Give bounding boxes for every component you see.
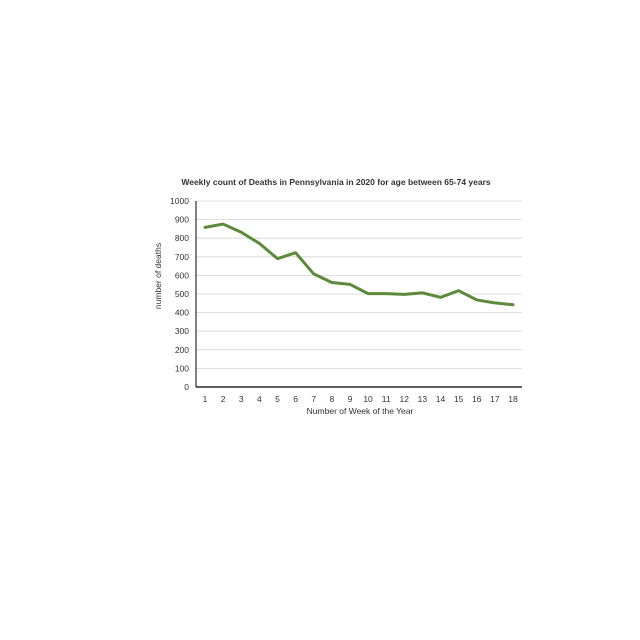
y-tick-label: 200 (175, 345, 189, 355)
y-tick-label: 300 (175, 326, 189, 336)
x-axis-title: Number of Week of the Year (307, 406, 414, 416)
x-tick-label: 17 (490, 394, 500, 404)
x-tick-labels: 1 2 3 4 5 6 7 8 9 10 11 12 13 14 15 16 17 18 (203, 394, 518, 404)
y-tick-label: 100 (175, 363, 189, 373)
y-tick-label: 0 (184, 382, 189, 392)
x-tick-label: 11 (382, 394, 391, 404)
y-tick-label: 800 (175, 233, 189, 243)
x-tick-label: 16 (472, 394, 482, 404)
y-tick-label: 900 (175, 215, 189, 225)
x-tick-label: 6 (293, 394, 298, 404)
x-tick-label: 12 (400, 394, 410, 404)
y-tick-label: 400 (175, 308, 189, 318)
x-tick-label: 10 (363, 394, 373, 404)
x-tick-label: 3 (239, 394, 244, 404)
x-tick-label: 5 (275, 394, 280, 404)
gridlines (196, 200, 522, 369)
chart-title: Weekly count of Deaths in Pennsylvania i… (181, 177, 491, 187)
x-tick-label: 1 (203, 394, 208, 404)
x-tick-label: 9 (348, 394, 353, 404)
x-tick-label: 4 (257, 394, 262, 404)
x-tick-label: 8 (329, 394, 334, 404)
series (203, 222, 515, 307)
x-tick-label: 18 (508, 394, 518, 404)
y-tick-label: 700 (175, 252, 189, 262)
x-tick-label: 13 (418, 394, 428, 404)
x-tick-label: 2 (221, 394, 226, 404)
y-tick-labels: 0 100 200 300 400 500 600 700 800 900 1000 (170, 196, 189, 392)
axes (195, 201, 522, 388)
y-tick-label: 500 (175, 289, 189, 299)
y-tick-label: 1000 (170, 196, 189, 206)
x-tick-label: 15 (454, 394, 464, 404)
x-tick-label: 14 (436, 394, 446, 404)
x-tick-label: 7 (311, 394, 316, 404)
y-axis-title: number of deaths (153, 243, 163, 309)
y-tick-label: 600 (175, 270, 189, 280)
series-line (203, 222, 515, 307)
